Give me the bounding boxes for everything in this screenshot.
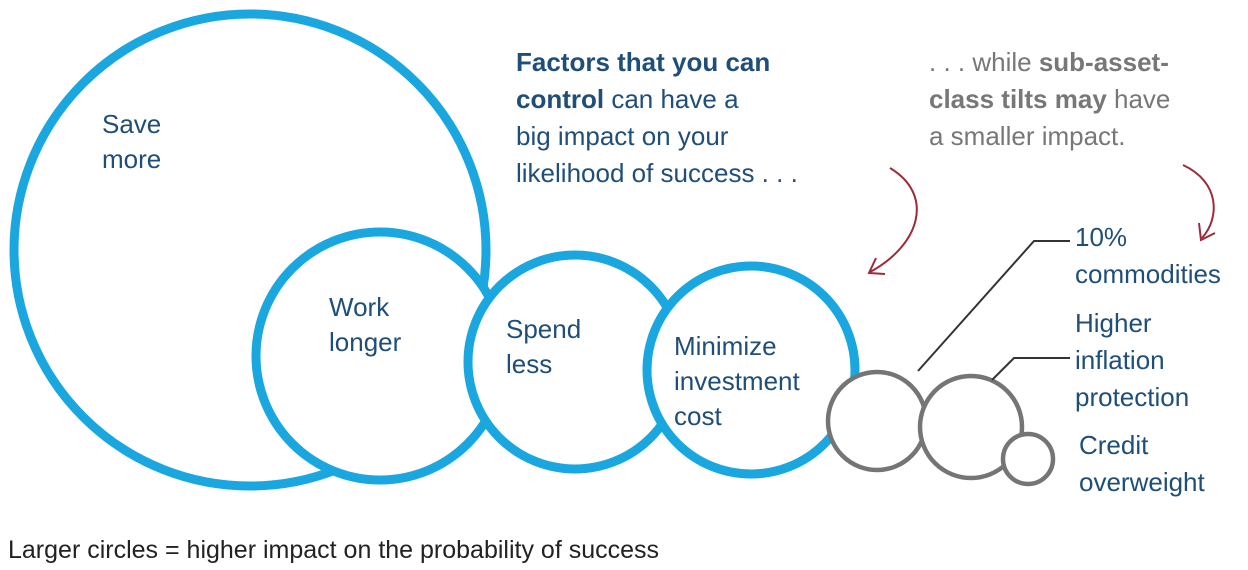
work-longer-label: Work longer [329,292,402,357]
spend-less-label: Spend less [506,314,582,379]
inflation-protection-circle [917,373,1025,481]
arrow-right-head [1198,222,1216,242]
callout-tilts: . . . while sub-asset- class tilts may h… [929,44,1170,155]
commodities-label: 10% commodities [1075,222,1221,289]
save-more-label: Save more [102,109,162,174]
minimize-cost-circle [642,261,860,479]
save-more-circle [9,9,491,491]
commodities-leader-line [917,240,1070,372]
callout-controllable-line-1: Factors that you can [516,47,771,77]
inflation-leader-line [991,357,1070,381]
callout-tilts-line-3: a smaller impact. [929,121,1126,151]
callout-controllable: Factors that you can control can have a … [516,44,798,192]
inflation-protection-label: Higher inflation protection [1075,308,1190,412]
callout-controllable-line-4: likelihood of success . . . [516,158,798,188]
credit-overweight-circle [1000,431,1056,487]
commodities-circle [825,369,929,473]
caption: Larger circles = higher impact on the pr… [8,536,660,564]
arrow-right [1182,164,1215,239]
minimize-cost-label: Minimize investment cost [674,331,800,431]
arrow-left [869,167,918,273]
callout-controllable-line-3: big impact on your [516,121,729,151]
callout-tilts-line-2: class tilts may have [929,84,1171,114]
arrow-left-head [867,257,886,275]
callout-tilts-line-1: . . . while sub-asset- [929,47,1169,77]
callout-controllable-line-2: control can have a [516,84,739,114]
credit-overweight-label: Credit overweight [1079,430,1205,497]
